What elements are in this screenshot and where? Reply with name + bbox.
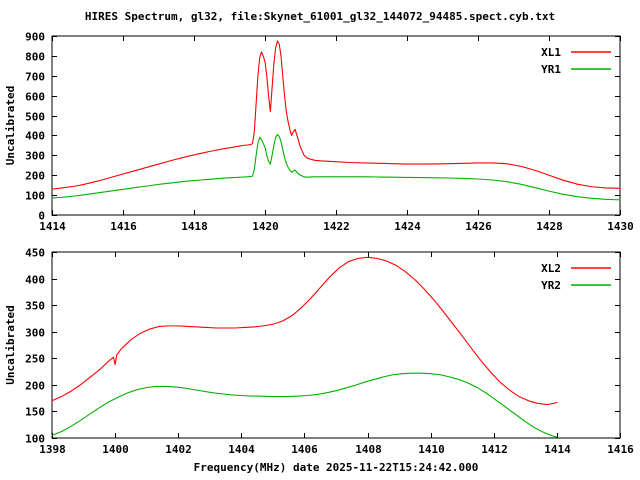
page-title: HIRES Spectrum, gl32, file:Skynet_61001_…: [85, 10, 555, 23]
y-tick-label: 200: [25, 380, 45, 393]
x-tick-label: 1422: [323, 220, 350, 233]
x-tick-label: 1420: [252, 220, 279, 233]
x-tick-label: 1414: [39, 220, 66, 233]
y-tick-label: 400: [25, 130, 45, 143]
x-tick-label: 1404: [228, 443, 255, 456]
bottom-panel: 1398 1400 1402 1404 1406 1408 1410 1412 1414 1416…: [4, 247, 634, 457]
x-tick-label: 1402: [165, 443, 192, 456]
x-tick-label: 1430: [607, 220, 634, 233]
legend-label-yr1: YR1: [541, 63, 561, 76]
y-tick-label: 300: [25, 150, 45, 163]
x-tick-label: 1416: [607, 443, 634, 456]
legend-label-yr2: YR2: [541, 279, 561, 292]
series-yr1: [51, 133, 621, 201]
y-tick-label: 350: [25, 300, 45, 313]
series-xl1: [51, 40, 621, 190]
y-tick-label: 100: [25, 190, 45, 203]
x-tick-label: 1426: [465, 220, 492, 233]
x-tick-label: 1406: [291, 443, 318, 456]
x-tick-label: 1412: [481, 443, 508, 456]
y-tick-label: 200: [25, 170, 45, 183]
x-tick-label: 1400: [102, 443, 129, 456]
y-tick-label: 450: [25, 247, 45, 260]
y-tick-label: 150: [25, 406, 45, 419]
x-tick-label: 1414: [544, 443, 571, 456]
legend-label-xl2: XL2: [541, 262, 561, 275]
y-tick-label: 400: [25, 274, 45, 287]
x-tick-label: 1424: [394, 220, 421, 233]
x-tick-label: 1428: [536, 220, 563, 233]
y-tick-label: 600: [25, 91, 45, 104]
top-panel: 1414 1416 1418 1420 1422 1424 1426 1428 1430 0 100…: [4, 31, 634, 234]
y-axis-label: Uncalibrated: [4, 305, 17, 384]
x-tick-label: 1410: [418, 443, 445, 456]
x-tick-label: 1398: [39, 443, 66, 456]
x-tick-label: 1416: [110, 220, 137, 233]
y-tick-label: 700: [25, 71, 45, 84]
series-yr2: [51, 372, 558, 438]
y-axis-label: Uncalibrated: [4, 86, 17, 165]
legend-label-xl1: XL1: [541, 46, 561, 59]
x-tick-label: 1418: [181, 220, 208, 233]
y-tick-label: 800: [25, 51, 45, 64]
y-tick-label: 300: [25, 327, 45, 340]
y-tick-label: 0: [38, 210, 45, 223]
x-axis-label: Frequency(MHz) date 2025-11-22T15:24:42.…: [194, 461, 479, 474]
y-tick-label: 500: [25, 111, 45, 124]
series-xl2: [51, 256, 558, 406]
y-tick-label: 100: [25, 433, 45, 446]
x-tick-label: 1408: [355, 443, 382, 456]
y-tick-label: 900: [25, 31, 45, 44]
y-tick-label: 250: [25, 353, 45, 366]
